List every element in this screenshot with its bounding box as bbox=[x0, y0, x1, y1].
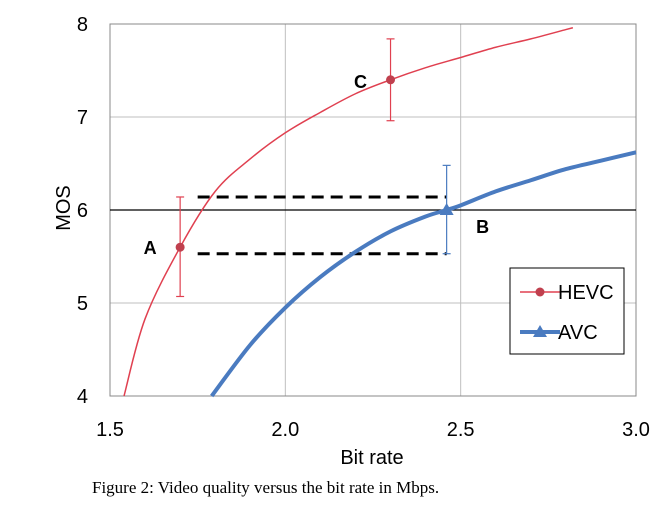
legend: HEVC AVC bbox=[509, 267, 625, 355]
error-bars bbox=[176, 38, 451, 298]
mos-bitrate-chart: A C B 1.5 2.0 2.5 3.0 4 5 6 7 8 Bit rate MOS HEVC… bbox=[53, 14, 650, 469]
series-line-hevc bbox=[123, 26, 574, 397]
x-tick-label-1: 2.0 bbox=[271, 419, 299, 441]
point-labels: A C B bbox=[144, 72, 490, 258]
point-marker-c bbox=[386, 75, 396, 85]
y-tick-label-2: 6 bbox=[77, 200, 88, 222]
x-tick-label-3: 3.0 bbox=[622, 419, 650, 441]
y-tick-label-3: 7 bbox=[77, 107, 88, 129]
figure-caption: Figure 2: Video quality versus the bit r… bbox=[92, 478, 440, 497]
legend-avc-label: AVC bbox=[558, 322, 598, 344]
point-label-b: B bbox=[476, 217, 489, 237]
x-tick-label-2: 2.5 bbox=[447, 419, 475, 441]
point-marker-a bbox=[175, 242, 185, 252]
legend-hevc-marker bbox=[535, 287, 545, 297]
legend-avc-marker bbox=[533, 325, 547, 337]
series-line-avc bbox=[210, 150, 637, 398]
x-tick-labels: 1.5 2.0 2.5 3.0 bbox=[96, 419, 650, 441]
x-axis-title: Bit rate bbox=[340, 447, 403, 469]
point-markers bbox=[175, 75, 454, 252]
x-tick-label-0: 1.5 bbox=[96, 419, 124, 441]
point-label-a: A bbox=[144, 238, 157, 258]
dashed-guides bbox=[197, 195, 447, 256]
legend-hevc-label: HEVC bbox=[558, 282, 614, 304]
y-tick-labels: 4 5 6 7 8 bbox=[77, 14, 88, 408]
point-marker-b bbox=[439, 203, 454, 215]
y-tick-label-4: 8 bbox=[77, 14, 88, 36]
point-label-c: C bbox=[354, 72, 367, 92]
y-tick-label-1: 5 bbox=[77, 293, 88, 315]
y-axis-title: MOS bbox=[53, 185, 75, 231]
y-tick-label-0: 4 bbox=[77, 386, 88, 408]
legend-box bbox=[509, 267, 625, 355]
series-lines bbox=[123, 26, 637, 398]
